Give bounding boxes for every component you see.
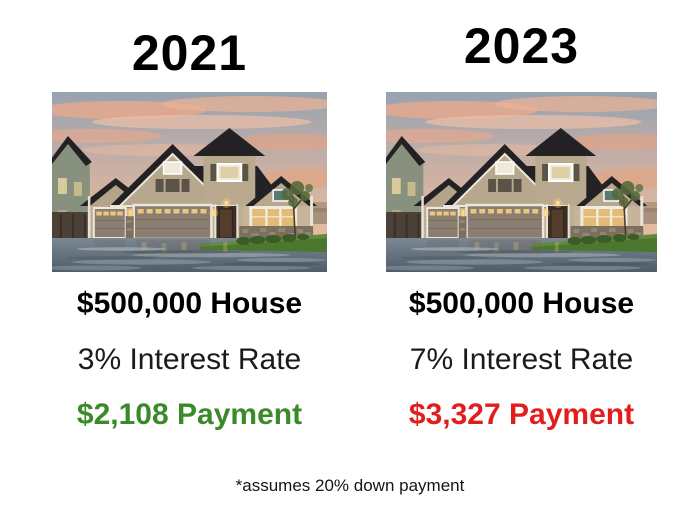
- year-title-2021: 2021: [131, 25, 248, 81]
- year-title-2023: 2023: [463, 18, 580, 74]
- interest-rate-label: 3% Interest Rate: [77, 342, 302, 376]
- house-price-label: $500,000 House: [408, 287, 635, 320]
- year-column-2023: 2023 $500,000 House 7% Interest Rate $3,…: [386, 0, 657, 433]
- year-column-2021: 2021 $500,000 House 3% Interest Rate $2,…: [52, 0, 327, 433]
- payment-label: $3,327 Payment: [408, 398, 635, 431]
- payment-label: $2,108 Payment: [76, 398, 303, 431]
- house-photo: [52, 92, 327, 272]
- house-price-label: $500,000 House: [76, 287, 303, 320]
- house-photo: [386, 92, 657, 272]
- interest-rate-label: 7% Interest Rate: [409, 342, 634, 376]
- down-payment-footnote: *assumes 20% down payment: [235, 476, 465, 495]
